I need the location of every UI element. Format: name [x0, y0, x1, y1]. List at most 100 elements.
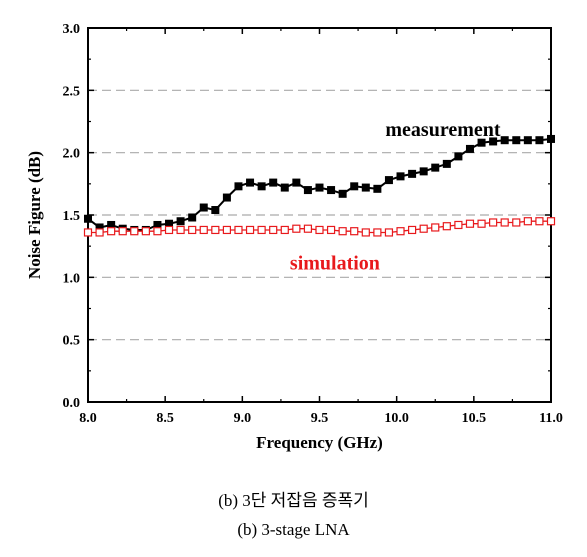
point-measurement — [303, 186, 312, 195]
point-simulation — [326, 225, 336, 235]
point-measurement — [246, 178, 255, 187]
point-measurement — [512, 136, 521, 145]
point-measurement — [153, 220, 162, 229]
point-simulation — [373, 228, 382, 237]
y-tick-label: 1.5 — [63, 209, 81, 224]
axis-ticks — [87, 27, 552, 403]
y-tick-label: 2.5 — [63, 84, 81, 99]
point-measurement — [465, 144, 474, 153]
y-tick-label: 0.0 — [63, 396, 81, 411]
point-measurement — [176, 217, 185, 226]
point-measurement — [95, 223, 104, 232]
point-measurement — [384, 176, 393, 185]
point-simulation — [292, 224, 301, 233]
y-tick-label: 1.0 — [63, 271, 81, 286]
point-simulation — [164, 225, 174, 235]
point-simulation — [512, 218, 521, 227]
point-measurement — [269, 178, 278, 187]
point-simulation — [489, 218, 498, 227]
y-axis-title: Noise Figure (dB) — [25, 151, 44, 279]
point-simulation — [338, 227, 347, 236]
point-simulation — [350, 227, 359, 236]
point-simulation — [130, 227, 139, 236]
point-simulation — [95, 228, 104, 237]
point-simulation — [211, 225, 220, 235]
x-tick-label: 10.5 — [462, 411, 487, 426]
point-simulation — [408, 225, 417, 235]
point-simulation — [465, 219, 475, 228]
point-simulation — [199, 225, 208, 235]
point-simulation — [257, 225, 266, 235]
point-simulation — [280, 225, 289, 235]
point-measurement — [454, 152, 463, 161]
point-simulation — [431, 223, 440, 232]
point-measurement — [315, 183, 324, 192]
point-measurement — [396, 172, 405, 181]
point-measurement — [535, 136, 544, 145]
point-measurement — [84, 214, 92, 223]
caption-korean: (b) 3단 저잡음 증폭기 — [218, 491, 369, 510]
point-simulation — [153, 227, 162, 236]
point-measurement — [165, 219, 174, 228]
point-measurement — [373, 184, 382, 193]
point-measurement — [280, 183, 289, 192]
y-tick-label: 2.0 — [63, 147, 81, 162]
point-measurement — [442, 159, 451, 168]
point-simulation — [118, 227, 127, 236]
point-simulation — [269, 225, 278, 235]
point-measurement — [199, 203, 208, 212]
point-simulation — [419, 224, 428, 233]
y-tick-label: 0.5 — [63, 334, 81, 349]
point-measurement — [489, 137, 498, 146]
noise-figure-chart: 0.0 0.5 1.0 1.5 2.0 2.5 3.0 8.0 8.5 9.0 9.5 10.0 10.… — [25, 22, 563, 452]
point-simulation — [442, 222, 451, 231]
point-simulation — [107, 227, 116, 236]
annotation-simulation: simulation — [290, 253, 380, 275]
point-measurement — [523, 136, 532, 145]
point-simulation — [176, 225, 185, 235]
point-simulation — [477, 219, 486, 228]
tick-labels: 0.0 0.5 1.0 1.5 2.0 2.5 3.0 8.0 8.5 9.0 9.5 10.0 10.… — [63, 22, 563, 426]
point-measurement — [107, 220, 116, 229]
point-simulation — [222, 225, 231, 235]
point-measurement — [222, 193, 231, 202]
x-axis-title: Frequency (GHz) — [256, 433, 383, 452]
series-layer — [83, 134, 556, 237]
point-simulation — [315, 225, 324, 235]
x-tick-label: 9.5 — [311, 411, 329, 426]
point-simulation — [303, 224, 313, 233]
point-measurement — [547, 134, 555, 143]
point-simulation — [384, 228, 394, 237]
point-measurement — [292, 178, 301, 187]
x-tick-label: 8.5 — [156, 411, 174, 426]
point-simulation — [454, 220, 463, 230]
point-measurement — [257, 182, 266, 191]
x-tick-label: 10.0 — [384, 411, 409, 426]
point-measurement — [338, 189, 347, 198]
point-measurement — [234, 182, 243, 191]
point-simulation — [83, 228, 93, 237]
point-simulation — [361, 228, 370, 237]
point-measurement — [500, 136, 509, 145]
point-measurement — [431, 163, 440, 172]
point-measurement — [211, 206, 220, 215]
point-simulation — [523, 217, 532, 226]
point-simulation — [234, 225, 243, 235]
point-simulation — [141, 227, 150, 236]
point-simulation — [535, 217, 544, 226]
point-simulation — [245, 225, 255, 235]
caption-english: (b) 3-stage LNA — [237, 520, 350, 539]
point-simulation — [500, 218, 509, 227]
point-simulation — [546, 217, 556, 226]
point-simulation — [396, 227, 405, 236]
annotation-measurement: measurement — [385, 119, 500, 141]
point-measurement — [419, 167, 428, 176]
point-measurement — [188, 213, 197, 222]
point-measurement — [361, 183, 370, 192]
point-simulation — [188, 225, 197, 235]
point-measurement — [477, 138, 486, 147]
point-measurement — [327, 186, 336, 195]
y-tick-label: 3.0 — [63, 22, 81, 37]
point-measurement — [350, 182, 359, 191]
point-measurement — [408, 169, 417, 178]
